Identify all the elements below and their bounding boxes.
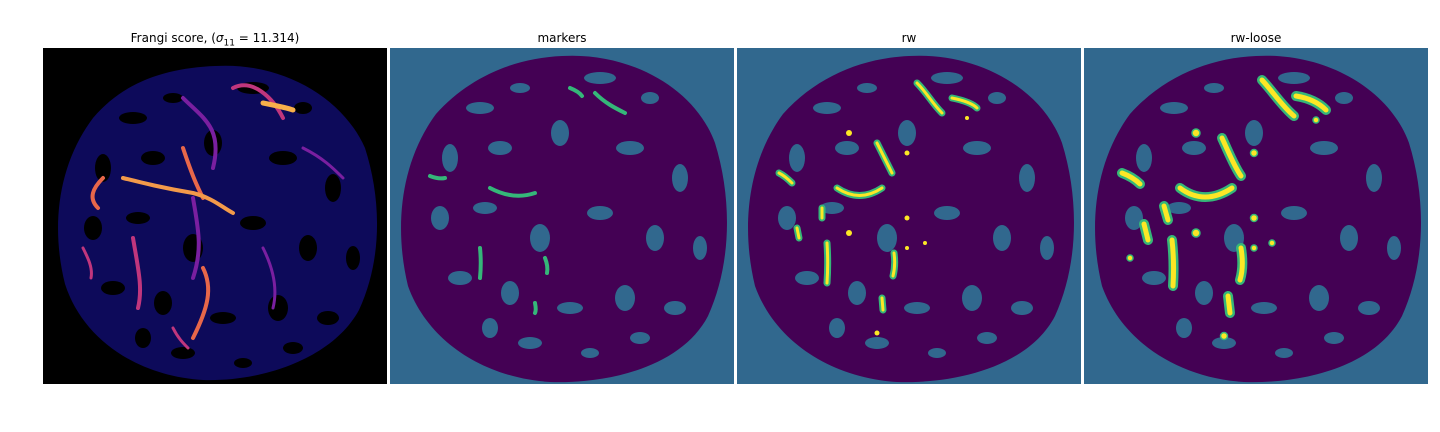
rw-image: [737, 48, 1081, 384]
markers-image: [390, 48, 734, 384]
rw-loose-image: [1084, 48, 1428, 384]
panel-title-rw-loose: rw-loose: [1230, 31, 1282, 45]
panel-title-frangi: Frangi score, (σ11 = 11.314): [130, 31, 300, 49]
panel-title-markers: markers: [537, 31, 587, 45]
frangi-image: [43, 48, 387, 384]
panel-rw: rw: [737, 28, 1081, 384]
panel-title-rw: rw: [901, 31, 917, 45]
panel-rw-loose: rw-loose: [1084, 28, 1428, 384]
panel-markers: markers: [390, 28, 734, 384]
panel-frangi: Frangi score, (σ11 = 11.314): [43, 28, 387, 384]
